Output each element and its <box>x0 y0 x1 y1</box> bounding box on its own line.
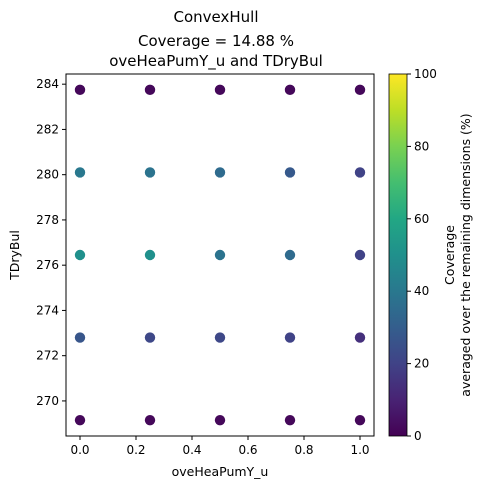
colorbar <box>388 73 408 437</box>
x-tick-label: 0.8 <box>294 443 313 457</box>
scatter-point <box>354 414 366 426</box>
y-tick-label: 272 <box>36 349 59 363</box>
y-axis-label: TDryBul <box>7 230 22 281</box>
scatter-point <box>144 84 156 96</box>
scatter-point <box>354 332 366 343</box>
scatter-points <box>74 84 366 426</box>
x-axis: 0.0 0.2 0.4 0.6 0.8 1.0 <box>70 436 370 457</box>
x-axis-label: oveHeaPumY_u <box>172 464 269 479</box>
y-tick-label: 274 <box>36 303 59 317</box>
scatter-point <box>214 84 226 96</box>
x-tick-label: 1.0 <box>350 443 369 457</box>
title-line-2: Coverage = 14.88 % <box>138 32 294 50</box>
x-tick-label: 0.0 <box>70 443 89 457</box>
scatter-point <box>284 332 296 343</box>
colorbar-axis: 0 20 40 60 80 100 <box>407 67 437 443</box>
scatter-point <box>284 84 296 96</box>
colorbar-tick-label: 20 <box>414 357 429 371</box>
colorbar-tick-label: 60 <box>414 212 429 226</box>
scatter-point <box>284 167 296 178</box>
scatter-point <box>74 414 86 426</box>
colorbar-tick-label: 100 <box>414 67 437 81</box>
x-tick-label: 0.6 <box>238 443 257 457</box>
scatter-point <box>214 167 226 178</box>
y-tick-label: 280 <box>36 168 59 182</box>
colorbar-label-line-1: Coverage <box>442 225 457 285</box>
scatter-point <box>354 167 366 178</box>
scatter-point <box>74 332 86 343</box>
y-tick-label: 270 <box>36 394 59 408</box>
colorbar-tick-label: 40 <box>414 284 429 298</box>
scatter-point <box>74 84 86 96</box>
scatter-point <box>284 414 296 426</box>
chart-title: ConvexHull Coverage = 14.88 % oveHeaPumY… <box>109 8 323 71</box>
scatter-point <box>214 249 226 261</box>
scatter-point <box>354 249 366 261</box>
colorbar-tick-label: 80 <box>414 139 429 153</box>
scatter-point <box>144 167 156 178</box>
y-tick-label: 282 <box>36 122 59 136</box>
plot-area <box>65 73 375 437</box>
y-tick-label: 284 <box>36 77 59 91</box>
scatter-point <box>144 249 156 261</box>
colorbar-label-line-2: averaged over the remaining dimensions (… <box>458 113 473 396</box>
y-axis: 270 272 274 276 278 280 282 284 <box>36 77 66 408</box>
scatter-point <box>74 249 86 261</box>
scatter-point <box>284 249 296 261</box>
y-tick-label: 278 <box>36 213 59 227</box>
title-line-3: oveHeaPumY_u and TDryBul <box>109 52 323 71</box>
scatter-point <box>354 84 366 96</box>
title-line-1: ConvexHull <box>174 8 259 26</box>
scatter-point <box>214 414 226 426</box>
x-tick-label: 0.4 <box>182 443 201 457</box>
colorbar-tick-label: 0 <box>414 429 422 443</box>
x-tick-label: 0.2 <box>126 443 145 457</box>
scatter-point <box>214 332 226 343</box>
scatter-point <box>144 332 156 343</box>
colorbar-label: Coverage averaged over the remaining dim… <box>442 113 473 396</box>
y-tick-label: 276 <box>36 258 59 272</box>
scatter-point <box>144 414 156 426</box>
scatter-point <box>74 167 86 178</box>
